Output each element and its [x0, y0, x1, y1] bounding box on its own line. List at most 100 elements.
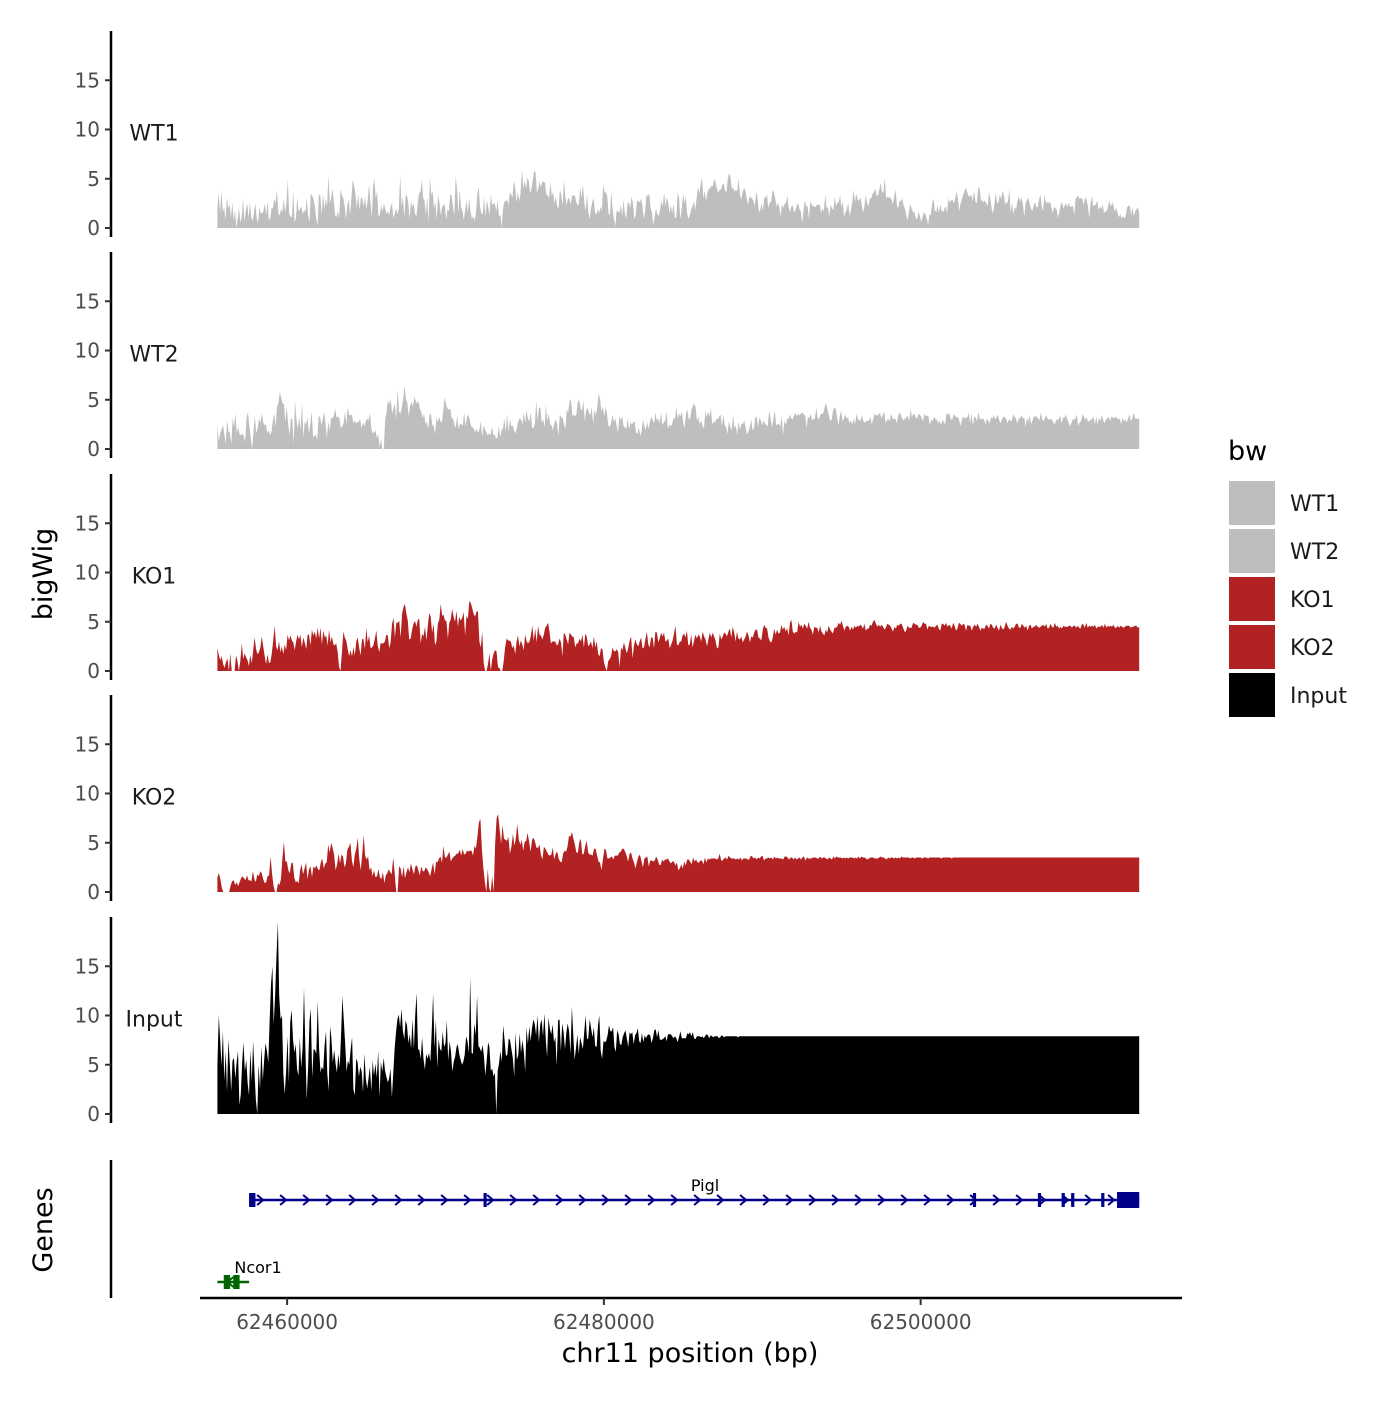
gene-pigl-strand-arrow-11: [509, 1194, 518, 1206]
gene-pigl-strand-arrow-29: [923, 1194, 932, 1206]
gene-pigl: Pigl: [249, 1176, 1140, 1208]
legend-label-input: Input: [1290, 684, 1347, 709]
legend-swatch-input: [1229, 673, 1275, 717]
gene-ncor1-exon-0: [223, 1275, 231, 1289]
legend-label-ko1: KO1: [1290, 588, 1335, 613]
gene-pigl-exon-6: [1101, 1193, 1105, 1207]
y-tick-label-input-15: 15: [75, 954, 100, 978]
gene-pigl-strand-arrow-20: [716, 1194, 725, 1206]
gene-pigl-exon-5: [1071, 1193, 1075, 1207]
y-tick-label-wt1-5: 5: [87, 167, 100, 191]
track-ko2: 0 5 10 15 KO2: [75, 695, 1140, 904]
x-tick-label-0: 62460000: [236, 1310, 338, 1334]
y-tick-label-wt2-15: 15: [75, 289, 100, 313]
y-tick-label-input-5: 5: [87, 1053, 100, 1077]
legend-label-wt2: WT2: [1290, 540, 1339, 565]
track-label-wt2: WT2: [129, 342, 178, 367]
gene-pigl-strand-arrow-26: [854, 1194, 863, 1206]
gene-pigl-strand-arrow-37: [1107, 1194, 1116, 1206]
y-tick-label-ko2-10: 10: [75, 782, 100, 806]
legend-swatch-ko1: [1229, 577, 1275, 621]
gene-pigl-strand-arrow-19: [693, 1194, 702, 1206]
gene-pigl-exon-0: [249, 1193, 256, 1207]
y-tick-label-wt2-5: 5: [87, 388, 100, 412]
signal-area-wt1: [217, 168, 1140, 228]
gene-pigl-strand-arrow-10: [486, 1194, 495, 1206]
gene-pigl-strand-arrow-32: [992, 1194, 1001, 1206]
y-tick-label-ko2-15: 15: [75, 732, 100, 756]
y-tick-label-ko1-5: 5: [87, 610, 100, 634]
gene-ncor1: Ncor1: [217, 1258, 282, 1289]
track-wt1: 0 5 10 15 WT1: [75, 31, 1140, 240]
track-input: 0 5 10 15 Input: [75, 917, 1140, 1126]
track-label-wt1: WT1: [129, 121, 178, 146]
x-axis: 62460000 62480000 62500000: [200, 1296, 1182, 1334]
gene-pigl-exon-3: [1037, 1193, 1042, 1207]
y-tick-label-input-0: 0: [87, 1102, 100, 1126]
gene-pigl-strand-arrow-33: [1015, 1194, 1024, 1206]
x-tick-label-2: 62500000: [870, 1310, 972, 1334]
gene-pigl-strand-arrow-14: [578, 1194, 587, 1206]
gene-pigl-strand-arrow-1: [279, 1194, 288, 1206]
gene-pigl-strand-arrow-2: [302, 1194, 311, 1206]
legend-swatch-wt2: [1229, 529, 1275, 573]
signal-area-wt2: [217, 386, 1140, 449]
gene-pigl-strand-arrow-13: [555, 1194, 564, 1206]
gene-pigl-strand-arrow-12: [532, 1194, 541, 1206]
gene-pigl-strand-arrow-8: [440, 1194, 449, 1206]
y-tick-label-wt2-10: 10: [75, 339, 100, 363]
gene-pigl-strand-arrow-15: [601, 1194, 610, 1206]
gene-pigl-strand-arrow-31: [969, 1194, 978, 1206]
y-axis-title-genes: Genes: [28, 1187, 59, 1272]
gene-pigl-strand-arrow-34: [1038, 1194, 1047, 1206]
gene-pigl-strand-arrow-30: [946, 1194, 955, 1206]
gene-pigl-strand-arrow-7: [417, 1194, 426, 1206]
gene-pigl-strand-arrow-18: [670, 1194, 679, 1206]
gene-pigl-strand-arrow-5: [371, 1194, 380, 1206]
gene-pigl-strand-arrow-22: [762, 1194, 771, 1206]
gene-pigl-strand-arrow-25: [831, 1194, 840, 1206]
y-tick-label-wt1-15: 15: [75, 68, 100, 92]
track-label-ko2: KO2: [132, 785, 177, 810]
gene-pigl-exon-1: [483, 1193, 487, 1207]
y-tick-label-wt1-10: 10: [75, 118, 100, 142]
gene-pigl-strand-arrow-16: [624, 1194, 633, 1206]
y-tick-label-ko2-0: 0: [87, 880, 100, 904]
gene-ncor1-exon-1: [233, 1275, 240, 1289]
track-label-ko1: KO1: [132, 564, 177, 589]
track-wt2: 0 5 10 15 WT2: [75, 252, 1140, 461]
gene-pigl-strand-arrow-36: [1084, 1194, 1093, 1206]
y-tick-label-wt2-0: 0: [87, 437, 100, 461]
y-tick-label-ko1-10: 10: [75, 561, 100, 585]
y-axis-title-bigwig: bigWig: [28, 528, 59, 621]
legend-label-ko2: KO2: [1290, 636, 1335, 661]
track-label-input: Input: [126, 1007, 183, 1032]
y-tick-label-input-10: 10: [75, 1004, 100, 1028]
y-tick-label-ko2-5: 5: [87, 831, 100, 855]
y-tick-label-ko1-15: 15: [75, 511, 100, 535]
gene-pigl-strand-arrow-23: [785, 1194, 794, 1206]
gene-pigl-strand-arrow-3: [325, 1194, 334, 1206]
gene-pigl-strand-arrow-27: [877, 1194, 886, 1206]
x-tick-label-1: 62480000: [553, 1310, 655, 1334]
y-tick-label-wt1-0: 0: [87, 216, 100, 240]
gene-pigl-exon-2: [972, 1193, 977, 1207]
legend-title: bw: [1228, 436, 1267, 467]
gene-pigl-strand-arrow-21: [739, 1194, 748, 1206]
gene-pigl-exon-4: [1061, 1193, 1065, 1207]
legend-swatch-ko2: [1229, 625, 1275, 669]
x-axis-title: chr11 position (bp): [562, 1338, 819, 1369]
signal-tracks: 0 5 10 15 WT1 0 5 10 15 WT2 0 5 10 15 KO1 0 5 10 15 KO2 0 5 10…: [75, 31, 1140, 1126]
signal-area-ko1: [217, 601, 1140, 671]
legend: bw WT1 WT2 KO1 KO2 Input: [1228, 436, 1347, 717]
legend-label-wt1: WT1: [1290, 492, 1339, 517]
gene-pigl-strand-arrow-0: [256, 1194, 265, 1206]
gene-pigl-strand-arrow-9: [463, 1194, 472, 1206]
gene-pigl-strand-arrow-6: [394, 1194, 403, 1206]
signal-area-ko2: [217, 814, 1140, 892]
gene-pigl-strand-arrow-4: [348, 1194, 357, 1206]
track-ko1: 0 5 10 15 KO1: [75, 474, 1140, 683]
y-tick-label-ko1-0: 0: [87, 659, 100, 683]
signal-area-input: [217, 921, 1140, 1114]
